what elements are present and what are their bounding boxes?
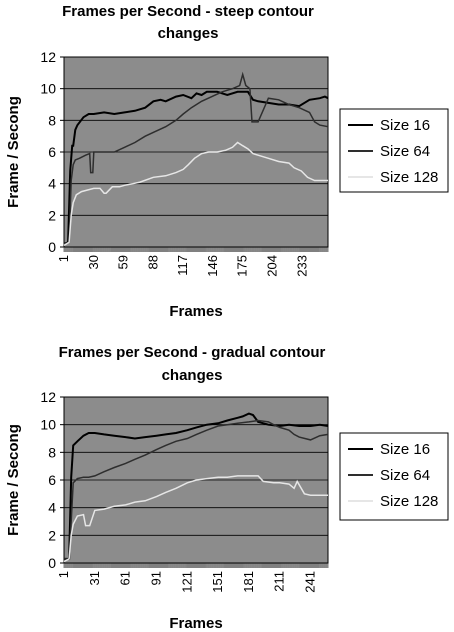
legend-label: Size 128 [380,493,438,510]
x-tick-label: 204 [265,255,280,277]
series-line-size-128 [63,475,328,563]
x-tick-label: 241 [303,571,318,593]
y-tick-label: 0 [48,239,56,255]
y-tick-label: 6 [48,144,56,160]
x-tick-label: 61 [118,571,133,585]
series-line-size-16 [63,90,329,245]
y-tick-label: 12 [40,389,56,405]
x-tick-label: 88 [145,255,160,269]
x-tick-label: 91 [148,571,163,585]
x-tick-label: 151 [210,571,225,593]
y-tick-label: 8 [48,444,56,460]
y-tick-label: 6 [48,472,56,488]
y-axis-title: Frame / Secong [5,96,22,208]
chart-title-line-2: changes [158,25,219,42]
x-axis-title: Frames [169,303,222,320]
legend-label: Size 128 [380,169,438,186]
y-axis-title: Frame / Secong [5,424,22,536]
x-tick-label: 30 [86,255,101,269]
chart-title-line-1: Frames per Second - gradual contour [59,344,326,361]
y-tick-label: 8 [48,112,56,128]
y-tick-label: 12 [40,49,56,65]
x-tick-label: 175 [235,255,250,277]
x-tick-label: 31 [87,571,102,585]
y-tick-label: 10 [40,81,56,97]
legend: Size 16 Size 64 Size 128 [339,432,449,521]
x-tick-label: 59 [116,255,131,269]
series-line-size-64 [64,419,329,560]
legend-label: Size 64 [380,467,430,484]
legend-label: Size 16 [380,441,430,458]
chart-title-line-1: Frames per Second - steep contour [62,3,314,20]
x-tick-label: 233 [294,255,309,277]
y-tick-label: 4 [48,176,56,192]
series-line-size-64 [63,71,329,245]
chart-steep: Frames per Second - steep contour change… [5,3,449,320]
series-lines [63,71,329,247]
y-tick-label: 0 [48,555,56,571]
x-axis-title: Frames [169,615,222,632]
legend-box [339,432,449,521]
x-tick-label: 146 [205,255,220,277]
x-tick-label: 1 [56,255,71,262]
x-tick-label: 1 [56,571,71,578]
y-tick-label: 2 [48,527,56,543]
x-tick-labels: 1 31 61 91 121 151 181 211 241 [56,563,329,593]
x-tick-label: 181 [241,571,256,593]
x-tick-label: 117 [175,255,190,276]
legend: Size 16 Size 64 Size 128 [339,108,449,193]
x-tick-labels: 1 30 59 88 117 146 175 204 233 [56,247,329,277]
series-lines [63,412,329,563]
legend-label: Size 64 [380,143,430,160]
y-tick-label: 2 [48,207,56,223]
y-tick-label: 4 [48,500,56,516]
x-tick-label: 121 [179,571,194,593]
legend-label: Size 16 [380,117,430,134]
series-line-size-128 [63,141,328,247]
chart-title-line-2: changes [162,367,223,384]
chart-gradual: Frames per Second - gradual contour chan… [5,344,449,632]
y-tick-label: 10 [40,417,56,433]
x-tick-label: 211 [272,571,287,592]
y-tick-labels: 0 2 4 6 8 10 12 [40,49,64,255]
y-tick-labels: 0 2 4 6 8 10 12 [40,389,64,571]
